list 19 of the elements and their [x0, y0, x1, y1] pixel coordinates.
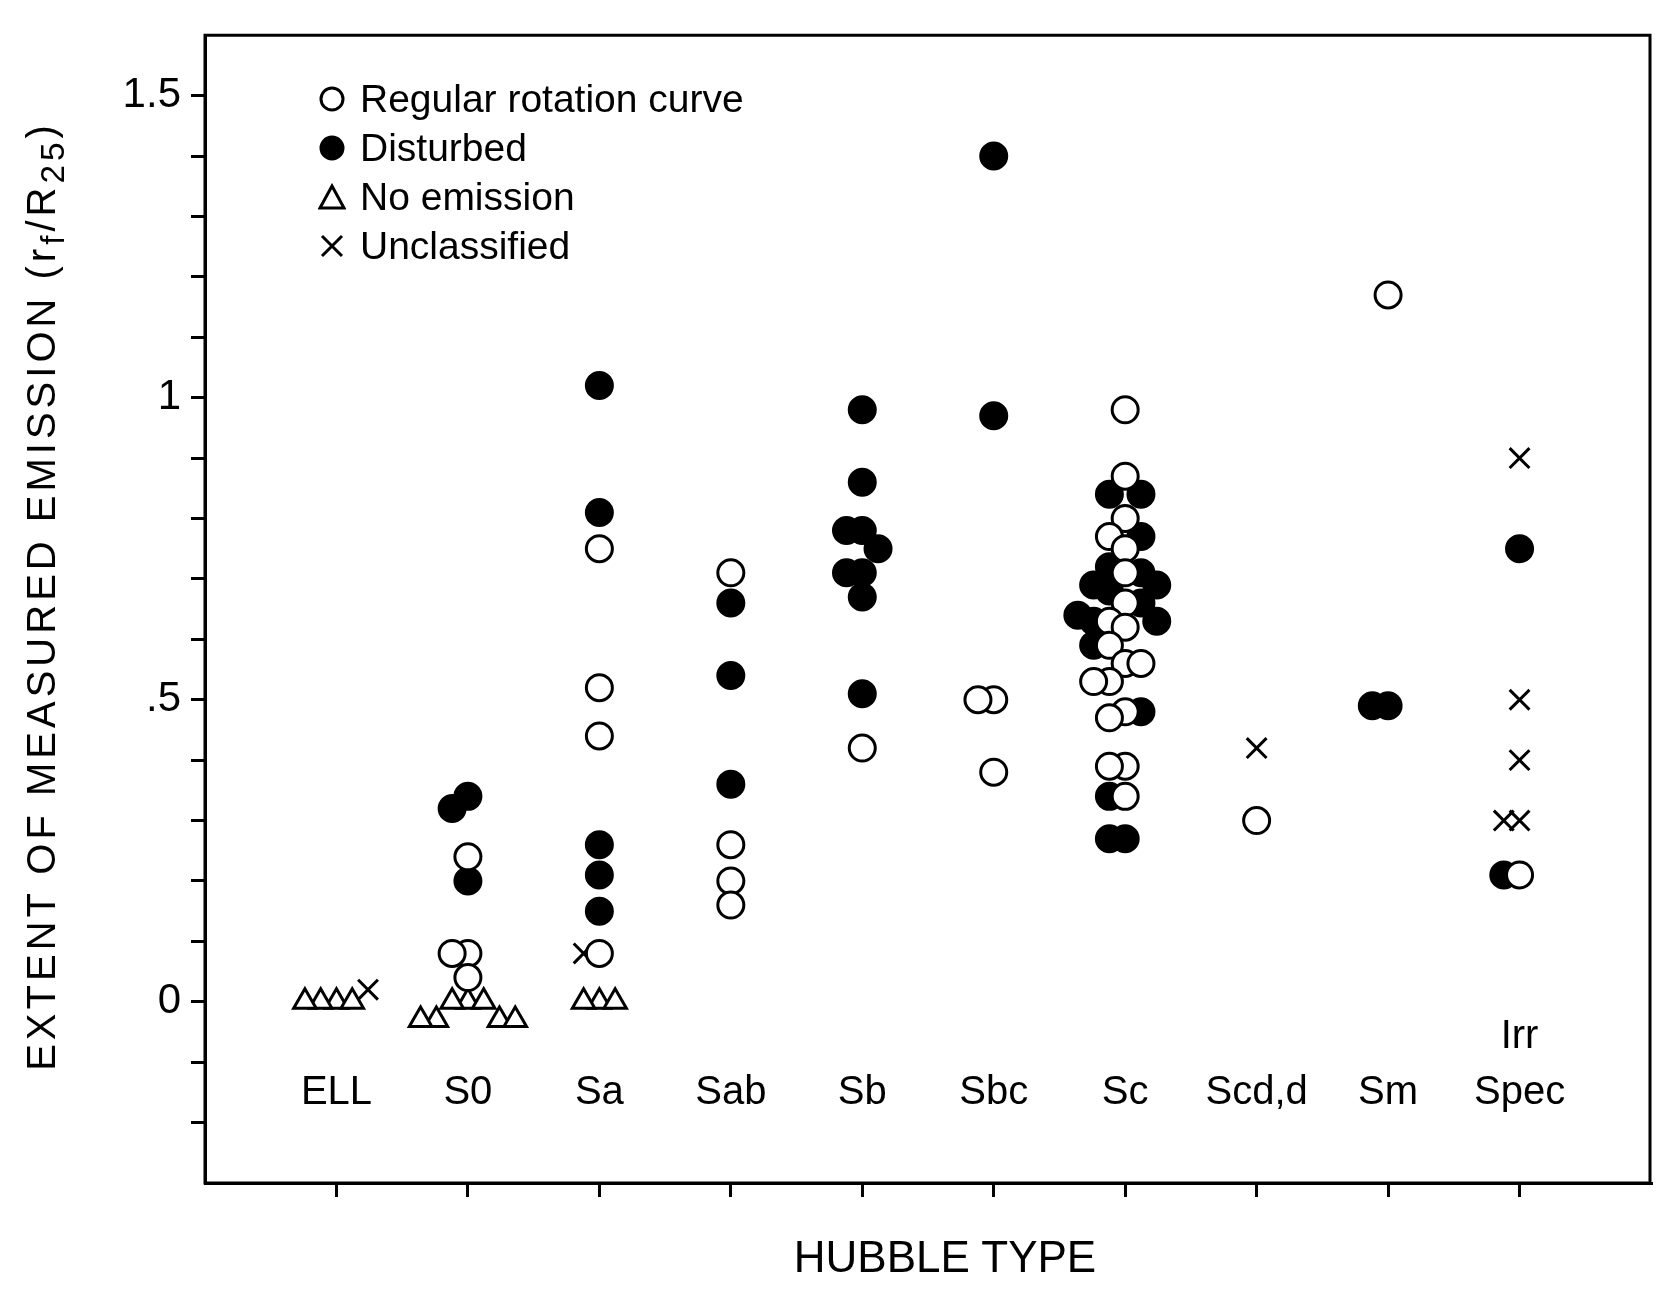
- legend-label: Unclassified: [360, 223, 571, 269]
- legend-label: Regular rotation curve: [360, 76, 744, 122]
- x-axis-title: HUBBLE TYPE: [793, 1232, 1097, 1282]
- legend-label: Disturbed: [360, 125, 527, 171]
- y-tick-label: 1: [157, 371, 181, 419]
- x-tick-label: ELL: [300, 1068, 373, 1113]
- y-tick-label: 0: [157, 975, 181, 1023]
- y-tick-label: 1.5: [122, 69, 181, 117]
- x-tick-label: Sm: [1358, 1068, 1419, 1113]
- x-tick-label: Sa: [574, 1068, 625, 1113]
- x-tick-label: Irr Spec: [1473, 1012, 1566, 1113]
- x-tick-label: Sbc: [959, 1068, 1029, 1113]
- x-tick-label: Sc: [1101, 1068, 1149, 1113]
- x-tick-label: Sb: [837, 1068, 887, 1113]
- x-tick-label: Sab: [695, 1068, 767, 1113]
- legend-label: No emission: [360, 174, 575, 220]
- x-tick-label: S0: [443, 1068, 493, 1113]
- y-tick-label: .5: [145, 673, 181, 721]
- x-tick-label: Scd,d: [1205, 1068, 1308, 1113]
